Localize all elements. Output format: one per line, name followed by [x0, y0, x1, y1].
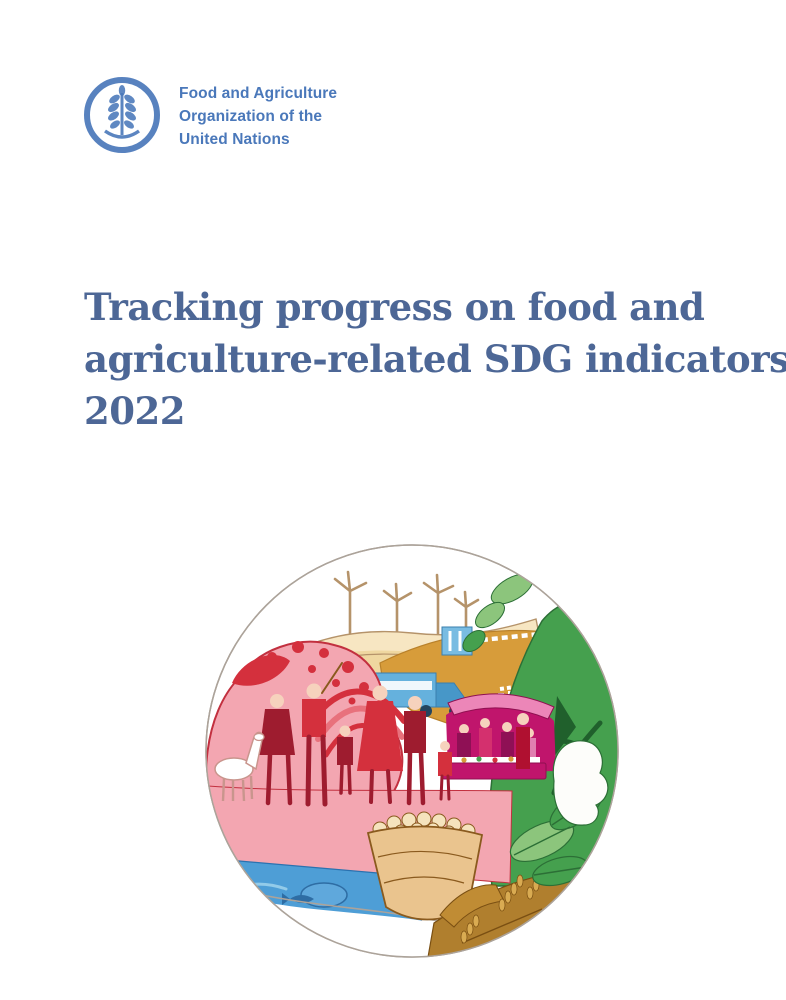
grain-basket	[366, 811, 484, 921]
fao-logo-icon	[84, 77, 160, 153]
title-line: 2022	[84, 389, 185, 433]
market-crowd	[441, 693, 556, 780]
title-line: Tracking progress on food and	[84, 285, 705, 329]
fao-logo-lockup: Food and Agriculture Organization of the…	[82, 75, 337, 155]
title-line: agriculture-related SDG indicators	[84, 337, 786, 381]
wordmark-line: Food and Agriculture	[179, 85, 338, 102]
family-figures	[259, 662, 452, 807]
cover-title: Tracking progress on food and agricultur…	[84, 281, 786, 437]
dove-silhouette	[552, 740, 609, 826]
wordmark-line: United Nations	[179, 131, 290, 148]
llama-figure	[214, 731, 265, 802]
wordmark-line: Organization of the	[179, 108, 323, 125]
circle-outline	[205, 544, 619, 958]
cover-illustration	[205, 544, 619, 958]
fao-wordmark: Food and Agriculture Organization of the…	[179, 75, 337, 151]
